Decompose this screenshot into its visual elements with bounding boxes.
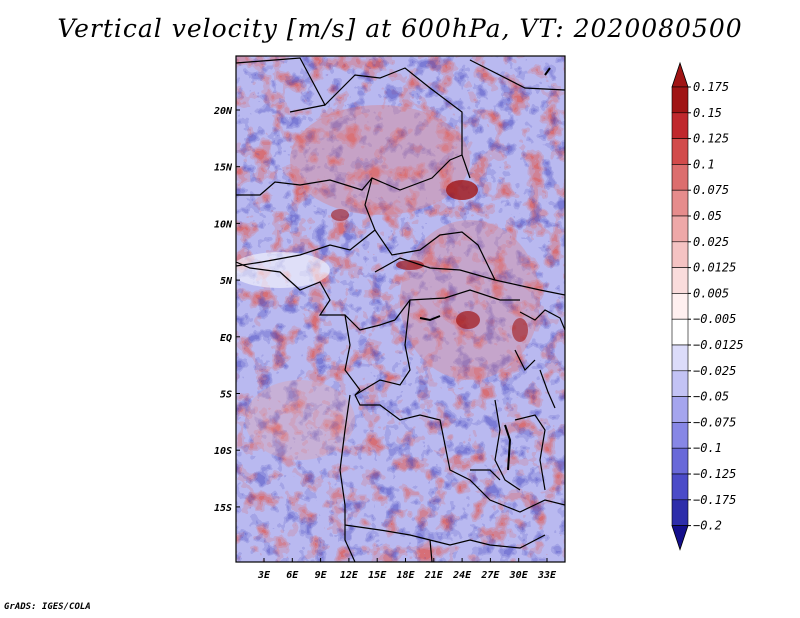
colorbar-swatch [671, 370, 689, 397]
lon-tick-label: 12E [340, 570, 359, 581]
colorbar-label: −0.125 [693, 467, 736, 481]
colorbar-top-arrow [671, 61, 689, 88]
lat-tick-label: 10S [214, 446, 232, 457]
colorbar-label: −0.005 [693, 312, 736, 326]
lat-tick-label: 15N [214, 163, 233, 174]
latitude-axis: 20N 15N 10N 5N EQ 5S 10S 15S [213, 106, 240, 514]
colorbar-swatch [671, 86, 689, 114]
colorbar: 0.175 0.15 0.125 0.1 0.075 0.05 0.025 0.0125 0.0… [671, 61, 744, 551]
colorbar-swatch [671, 241, 689, 268]
lon-tick-label: 24E [452, 570, 472, 581]
colorbar-label: −0.05 [693, 390, 729, 404]
colorbar-bottom-arrow [671, 525, 689, 551]
colorbar-label: 0.005 [693, 286, 729, 300]
colorbar-swatch [671, 164, 689, 191]
colorbar-label: 0.175 [693, 80, 729, 94]
chart-title: Vertical velocity [m/s] at 600hPa, VT: 2… [57, 14, 743, 43]
lat-tick-label: 10N [214, 219, 233, 230]
colorbar-label: 0.125 [693, 132, 729, 146]
colorbar-swatch [671, 396, 689, 423]
map-frame [235, 55, 566, 563]
lon-tick-label: 15E [368, 570, 387, 581]
longitude-axis: 3E 6E 9E 12E 15E 18E 21E 24E 27E 30E 33E [257, 558, 557, 581]
coastlines-and-borders [236, 57, 565, 562]
lon-tick-label: 3E [257, 570, 271, 581]
colorbar-label: −0.0125 [693, 338, 744, 352]
lon-tick-label: 18E [396, 570, 415, 581]
colorbar-swatch [671, 499, 689, 526]
colorbar-swatch [671, 189, 689, 217]
lon-tick-label: 6E [286, 570, 299, 581]
lon-tick-label: 21E [424, 570, 444, 581]
colorbar-label: −0.2 [693, 519, 722, 533]
colorbar-swatch [671, 293, 689, 320]
lat-tick-label: 20N [213, 106, 233, 117]
lat-tick-label: EQ [220, 333, 232, 344]
lon-tick-label: 33E [537, 570, 557, 581]
colorbar-swatch [671, 112, 689, 139]
colorbar-swatch [671, 422, 689, 449]
colorbar-label: 0.05 [693, 209, 722, 223]
colorbar-label: 0.075 [693, 183, 729, 197]
colorbar-label: 0.1 [693, 157, 715, 171]
grads-credit: GrADS: IGES/COLA [4, 602, 91, 612]
colorbar-label: −0.025 [693, 364, 736, 378]
colorbar-swatch [671, 318, 689, 346]
lon-tick-label: 30E [509, 570, 529, 581]
colorbar-label: 0.025 [693, 235, 729, 249]
colorbar-label: −0.075 [693, 415, 736, 429]
lon-tick-label: 27E [480, 570, 500, 581]
colorbar-label: 0.0125 [693, 261, 736, 275]
lat-tick-label: 5N [220, 276, 233, 287]
lon-tick-label: 9E [315, 570, 328, 581]
lat-tick-label: 5S [220, 390, 232, 401]
colorbar-swatch [671, 344, 689, 372]
colorbar-swatch [671, 267, 689, 294]
colorbar-swatch [671, 138, 689, 165]
colorbar-label: −0.175 [693, 493, 736, 507]
vertical-velocity-field [236, 56, 565, 562]
lat-tick-label: 15S [214, 503, 232, 514]
colorbar-swatch [671, 215, 689, 243]
colorbar-label: 0.15 [693, 106, 722, 120]
colorbar-swatch [671, 473, 689, 501]
colorbar-label: −0.1 [693, 441, 722, 455]
colorbar-swatch [671, 447, 689, 475]
